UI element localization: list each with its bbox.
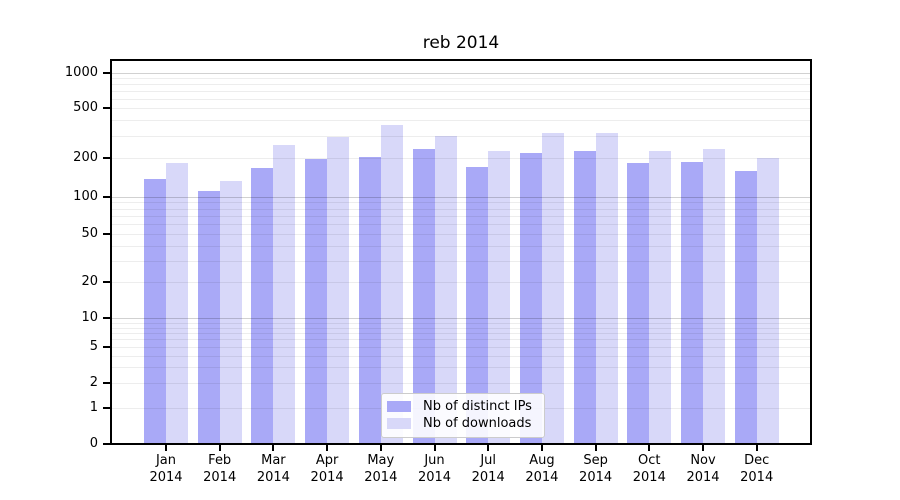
bar-distinct-ips — [358, 156, 381, 443]
x-tick-label: Apr 2014 — [310, 453, 344, 485]
y-tick-label: 1000 — [64, 64, 98, 80]
y-tick-label: 100 — [73, 188, 98, 204]
bar-downloads — [595, 133, 618, 443]
y-tick-label: 10 — [81, 310, 98, 326]
legend: Nb of distinct IPs Nb of downloads — [381, 393, 545, 438]
bar-distinct-ips — [734, 170, 757, 443]
plot-area — [110, 59, 812, 445]
y-tick-label: 1 — [89, 399, 98, 415]
legend-label-distinct-ips: Nb of distinct IPs — [423, 399, 532, 414]
y-tick-mark — [103, 280, 111, 283]
bar-downloads — [756, 157, 779, 443]
bar-downloads — [219, 180, 242, 443]
x-tick-mark — [218, 444, 221, 451]
y-tick-label: 5 — [89, 339, 98, 354]
x-tick-label: Sep 2014 — [579, 453, 613, 485]
y-tick-label: 2 — [89, 375, 98, 391]
y-tick-mark — [103, 107, 111, 110]
y-tick-label: 20 — [81, 273, 98, 289]
bar-distinct-ips — [681, 162, 703, 443]
bar-distinct-ips — [573, 150, 596, 443]
bar-downloads — [434, 136, 457, 443]
legend-label-downloads: Nb of downloads — [423, 416, 532, 431]
x-tick-label: Feb 2014 — [203, 453, 237, 485]
x-tick-mark — [433, 444, 436, 451]
x-tick-label: Jul 2014 — [471, 453, 505, 485]
legend-swatch-downloads — [387, 418, 411, 429]
x-tick-label: Jun 2014 — [417, 453, 452, 485]
bar-downloads — [649, 150, 672, 443]
bar-distinct-ips — [251, 167, 274, 443]
y-tick-mark — [103, 195, 111, 198]
y-tick-mark — [103, 346, 111, 348]
y-tick-label: 200 — [73, 150, 98, 166]
x-tick-mark — [594, 444, 597, 451]
y-tick-mark — [103, 157, 111, 160]
bars-layer — [112, 61, 810, 443]
bar-downloads — [703, 148, 725, 443]
y-tick-mark — [103, 71, 111, 74]
bar-downloads — [488, 150, 511, 443]
x-tick-mark — [165, 444, 167, 451]
x-tick-mark — [379, 444, 382, 451]
bar-distinct-ips — [144, 179, 166, 443]
x-tick-mark — [702, 444, 704, 451]
legend-swatch-distinct-ips — [387, 401, 411, 412]
bar-distinct-ips — [412, 149, 435, 443]
x-tick-label: Aug 2014 — [525, 453, 559, 485]
x-tick-mark — [648, 444, 651, 451]
x-tick-label: Jan 2014 — [149, 453, 183, 485]
bar-downloads — [541, 132, 564, 443]
bar-distinct-ips — [519, 153, 542, 443]
y-tick-mark — [103, 317, 111, 320]
y-tick-mark — [103, 233, 111, 236]
x-tick-mark — [755, 444, 758, 451]
x-tick-mark — [272, 444, 275, 451]
x-tick-mark — [487, 444, 490, 451]
bar-downloads — [166, 162, 188, 443]
y-tick-label: 500 — [73, 100, 98, 116]
chart-title: reb 2014 — [422, 33, 500, 53]
bar-distinct-ips — [466, 167, 489, 443]
y-tick-label: 50 — [81, 226, 98, 242]
x-tick-mark — [326, 444, 329, 451]
x-tick-label: Dec 2014 — [740, 453, 774, 485]
bar-downloads — [273, 144, 296, 443]
bar-downloads — [327, 136, 350, 443]
bar-distinct-ips — [627, 163, 650, 443]
legend-item-distinct-ips: Nb of distinct IPs — [387, 398, 532, 415]
x-tick-mark — [540, 444, 543, 451]
bar-distinct-ips — [197, 191, 220, 443]
legend-item-downloads: Nb of downloads — [387, 415, 532, 432]
x-tick-label: Nov 2014 — [686, 453, 720, 485]
y-tick-mark — [103, 406, 111, 409]
y-tick-mark — [103, 382, 111, 385]
bar-distinct-ips — [305, 159, 328, 443]
y-tick-label: 0 — [89, 435, 98, 451]
x-tick-label: Mar 2014 — [256, 453, 290, 485]
x-tick-label: Oct 2014 — [632, 453, 666, 485]
bar-downloads — [380, 124, 403, 443]
x-tick-label: May 2014 — [364, 453, 398, 485]
y-tick-mark — [103, 442, 111, 445]
